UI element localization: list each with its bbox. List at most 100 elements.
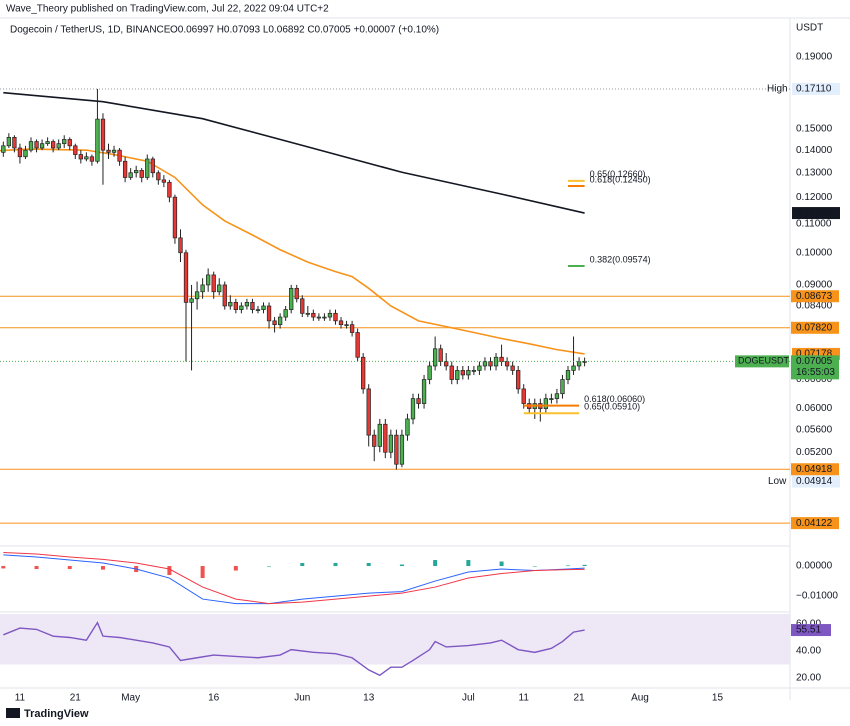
y-tick-label: 0.13000 xyxy=(796,167,833,178)
high-value: 0.17110 xyxy=(796,84,832,95)
rsi-line xyxy=(3,621,585,677)
low-label: Low xyxy=(768,476,787,487)
y-tick-label: 0.12000 xyxy=(796,192,833,203)
candle-body xyxy=(438,348,443,362)
candle-body xyxy=(78,154,83,160)
candle-body xyxy=(73,145,78,155)
level-badge xyxy=(791,321,839,334)
macd-histogram xyxy=(1,566,6,569)
candle-body xyxy=(12,136,17,149)
candle-body xyxy=(571,365,576,371)
candle-body xyxy=(432,348,438,367)
candle-body xyxy=(521,388,526,404)
candle-body xyxy=(377,423,382,447)
rsi-badge xyxy=(791,624,831,637)
x-tick-label: May xyxy=(121,693,140,704)
macd-histogram xyxy=(300,563,305,567)
candle-body xyxy=(361,356,366,390)
candle-body xyxy=(355,332,360,358)
candle-body xyxy=(17,147,23,158)
ma-badge-label: 0.07178 xyxy=(796,349,833,360)
candle-body xyxy=(156,172,161,181)
candle-body xyxy=(338,320,344,326)
ma-badge xyxy=(792,207,840,220)
candle-body xyxy=(228,302,233,307)
candle-body xyxy=(416,398,421,404)
candle-body xyxy=(466,370,471,376)
candle-body xyxy=(316,316,322,319)
candle-body xyxy=(95,118,100,162)
candle-body xyxy=(139,170,144,178)
candle-body xyxy=(23,149,28,158)
candle-body xyxy=(272,320,277,326)
x-tick-label: Jun xyxy=(294,693,310,704)
candle-body xyxy=(372,434,377,447)
macd-histogram xyxy=(100,566,105,570)
y-tick-label: 0.19000 xyxy=(796,52,833,63)
candle-body xyxy=(62,139,67,145)
candle-body xyxy=(427,365,432,380)
candle-body xyxy=(444,361,449,367)
x-tick-label: 13 xyxy=(363,693,375,704)
candle-body xyxy=(222,284,227,307)
candle-body xyxy=(399,434,405,465)
y-tick-label: 0.14000 xyxy=(796,145,833,156)
macd-histogram xyxy=(433,560,438,567)
macd-histogram xyxy=(267,566,272,567)
candle-body xyxy=(183,252,189,303)
level-badge xyxy=(791,463,839,476)
candle-body xyxy=(394,434,399,465)
y-tick-label: 0.05200 xyxy=(796,447,833,458)
level-label: 0.07820 xyxy=(796,322,833,333)
candle-body xyxy=(134,170,139,174)
fib-label: 0.618(0.06060) xyxy=(584,394,645,404)
candle-body xyxy=(200,284,205,293)
level-label: 0.04918 xyxy=(796,464,833,475)
candle-body xyxy=(117,149,122,162)
candle-body xyxy=(261,305,266,310)
candle-body xyxy=(250,302,255,310)
candle-body xyxy=(510,365,515,371)
moving-average xyxy=(0,148,585,355)
candle-body xyxy=(460,370,465,376)
candle-body xyxy=(449,365,454,380)
candle-body xyxy=(289,287,294,310)
candle-body xyxy=(516,370,521,390)
candle-body xyxy=(488,361,493,367)
candle-body xyxy=(167,181,172,198)
candle-body xyxy=(576,361,582,367)
candle-body xyxy=(311,312,316,318)
footer-logo: TradingView xyxy=(24,708,89,720)
x-tick-label: 11 xyxy=(519,693,530,704)
fib-label: 0.382(0.09574) xyxy=(590,254,651,264)
candle-body xyxy=(477,365,482,371)
candle-body xyxy=(300,298,305,314)
candle-body xyxy=(543,398,549,409)
macd-histogram xyxy=(233,566,238,571)
candle-body xyxy=(244,302,250,307)
fib-label: 0.618(0.12450) xyxy=(590,174,651,184)
candle-body xyxy=(84,156,89,160)
macd-histogram xyxy=(566,565,571,567)
candle-body xyxy=(50,141,56,149)
x-tick-label: 15 xyxy=(712,693,724,704)
y-tick-label: 0.05600 xyxy=(796,424,833,435)
y-tick-label: 0.10000 xyxy=(796,247,833,258)
candle-body xyxy=(194,291,200,300)
level-label: 0.08673 xyxy=(796,291,833,302)
candle-body xyxy=(565,370,571,380)
rsi-tick-label: 40.00 xyxy=(796,646,821,657)
candle-body xyxy=(471,370,477,372)
fib-label: 0.65(0.12660) xyxy=(590,169,646,179)
candle-body xyxy=(366,388,371,436)
candle-body xyxy=(1,145,6,153)
macd-histogram xyxy=(67,566,72,570)
macd-histogram xyxy=(167,566,172,576)
candle-body xyxy=(145,158,150,178)
rsi-band xyxy=(0,614,790,665)
candle-body xyxy=(128,172,133,178)
macd-histogram xyxy=(366,563,371,567)
logo-icon xyxy=(6,708,20,718)
candle-body xyxy=(349,324,355,333)
macd-histogram xyxy=(466,560,471,567)
